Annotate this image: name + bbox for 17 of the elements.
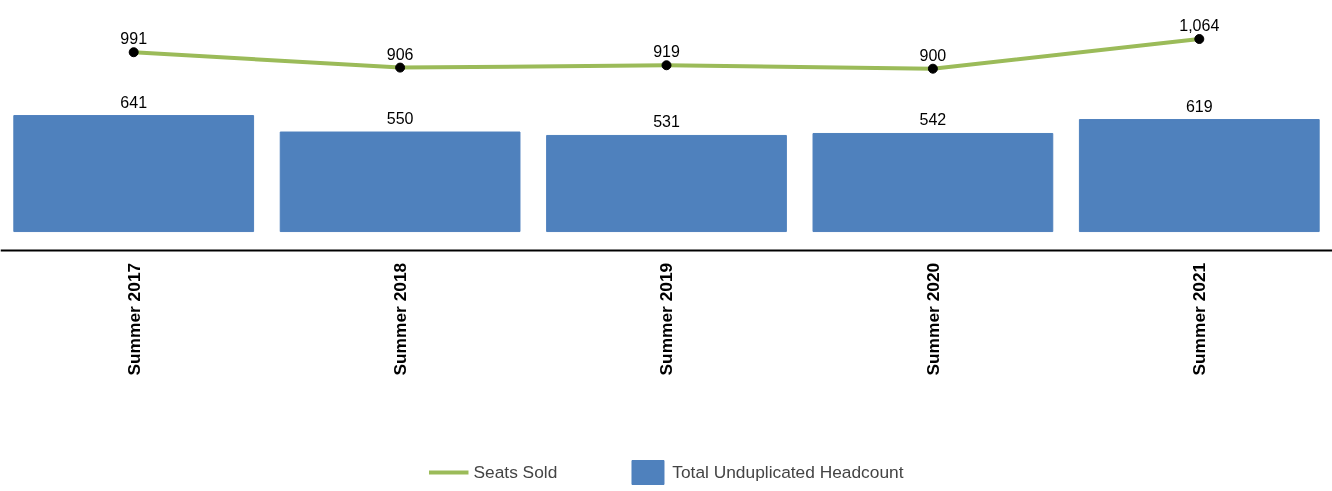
data-label: 991: [120, 30, 148, 48]
x-tick-label: Summer 2018: [390, 262, 411, 376]
x-tick-label: Summer 2020: [922, 262, 943, 376]
x-tick-label: Summer 2019: [656, 262, 677, 376]
data-label: 1,064: [1179, 17, 1220, 35]
data-label: 906: [386, 45, 414, 63]
data-label: 919: [653, 43, 680, 61]
legend-label: Total Unduplicated Headcount: [672, 461, 904, 483]
data-label: 619: [1185, 97, 1213, 115]
data-label: 641: [120, 93, 148, 111]
data-label: 900: [919, 46, 947, 64]
data-label: 542: [919, 111, 947, 129]
legend-label: Seats Sold: [473, 461, 558, 483]
data-label: 531: [653, 113, 680, 131]
x-tick-label: Summer 2017: [123, 262, 144, 376]
data-label: 550: [386, 110, 414, 128]
x-tick-label: Summer 2021: [1189, 262, 1210, 376]
